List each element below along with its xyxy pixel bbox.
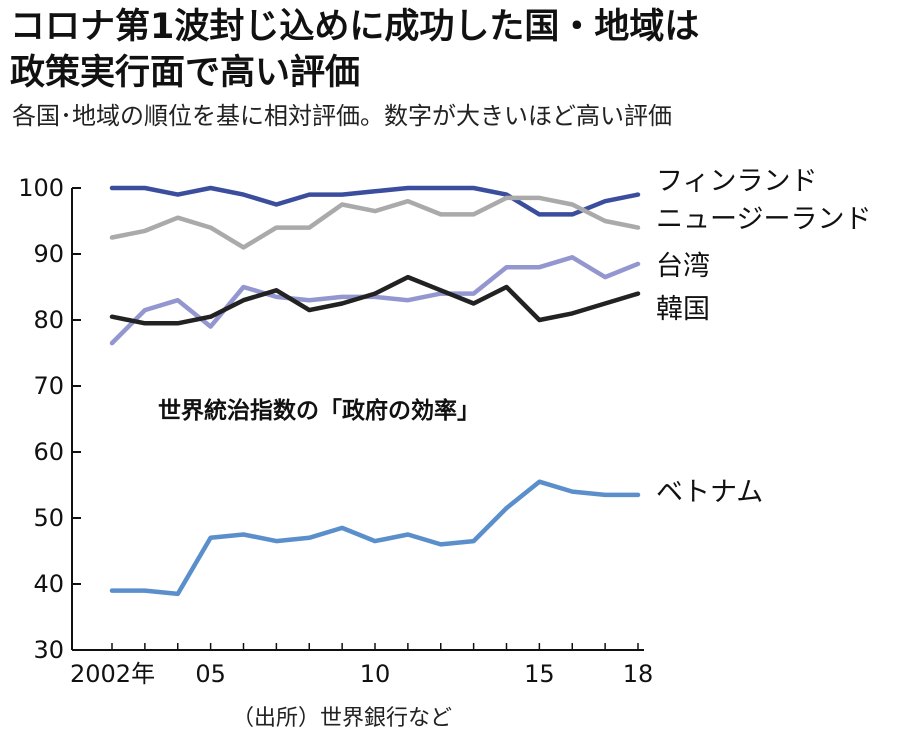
series-line-0 [109,185,641,217]
series-line-2 [109,255,641,346]
y-tick-label: 70 [33,372,64,400]
y-tick-label: 30 [33,636,64,664]
chart-annotation: 世界統治指数の「政府の効率」 [158,397,480,424]
y-tick-label: 100 [18,174,64,202]
title-line-2: 政策実行面で高い評価 [10,53,361,93]
y-tick-label: 50 [33,504,64,532]
title-line-1: コロナ第1波封じ込めに成功した国・地域は [10,7,700,47]
axes: 30 40 50 60 70 80 90 100 2002年 05 10 15 18 [18,174,653,688]
series-line-3 [109,274,641,326]
series-line-4 [109,479,641,597]
series-line-1 [109,195,641,250]
y-tick-label: 60 [33,438,64,466]
source-note: （出所）世界銀行など [232,706,453,731]
y-tick-label: 90 [33,240,64,268]
y-tick-label: 40 [33,570,64,598]
y-tick-label: 80 [33,306,64,334]
x-tick-label: 15 [524,660,555,688]
series-label-2: 台湾 [656,251,710,282]
series-lines [109,185,641,597]
chart-title: コロナ第1波封じ込めに成功した国・地域は 政策実行面で高い評価 [10,4,890,96]
series-label-3: 韓国 [656,294,710,325]
x-tick-label: 10 [360,660,391,688]
series-label-0: フィンランド [656,166,817,197]
chart-subtitle: 各国･地域の順位を基に相対評価。数字が大きいほど高い評価 [12,102,672,130]
x-tick-label: 2002年 [70,660,155,688]
x-tick-label: 18 [623,660,654,688]
x-tick-label: 05 [195,660,226,688]
series-label-4: ベトナム [656,477,763,508]
series-label-1: ニュージーランド [656,204,871,235]
